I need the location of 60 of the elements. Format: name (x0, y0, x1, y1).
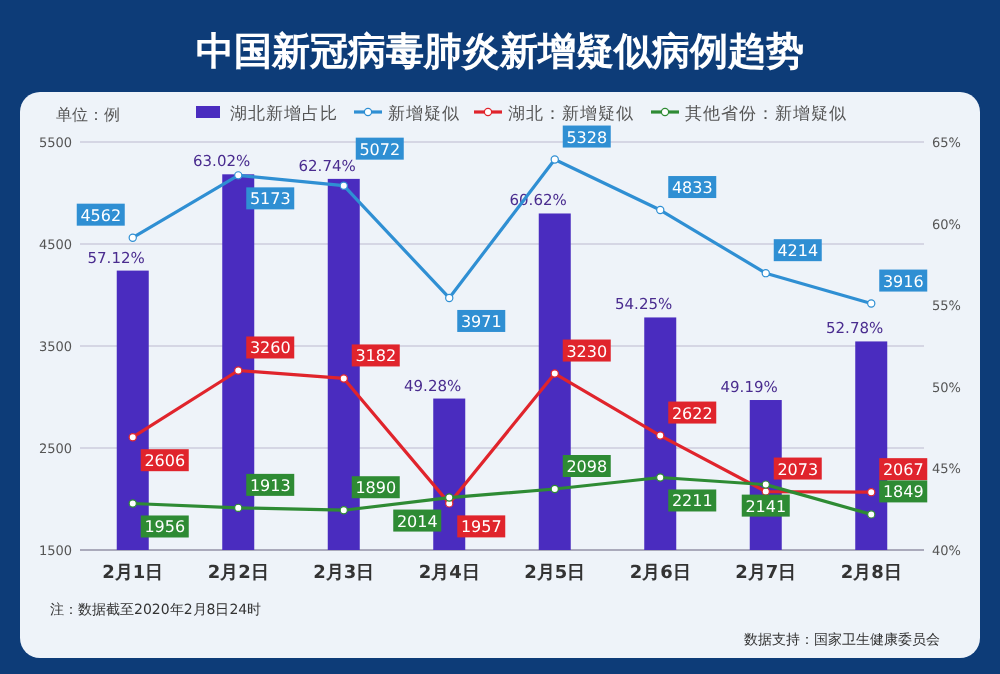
data-label: 2073 (777, 460, 819, 479)
legend-label: 湖北新增占比 (230, 103, 338, 125)
point (550, 484, 559, 494)
point (339, 181, 348, 190)
x-tick-label: 2月2日 (207, 562, 269, 584)
point (656, 205, 665, 215)
x-tick-label: 2月5日 (524, 562, 586, 584)
data-label: 3971 (460, 312, 502, 331)
point (128, 432, 137, 442)
data-label: 3260 (249, 339, 291, 358)
x-tick-label: 2月1日 (102, 562, 164, 584)
data-label: 4562 (80, 206, 122, 225)
legend-label: 新增疑似 (388, 103, 460, 125)
data-label: 5072 (359, 140, 401, 159)
point (550, 155, 559, 164)
x-tick-label: 2月3日 (313, 562, 375, 584)
data-label: 1957 (460, 518, 502, 537)
point (234, 503, 243, 513)
point (128, 233, 137, 242)
data-label: 3916 (882, 272, 924, 291)
data-label: 4214 (777, 242, 819, 261)
point (867, 487, 876, 497)
data-label: 4833 (671, 179, 713, 198)
data-label: 3182 (355, 347, 397, 366)
point (234, 171, 243, 180)
data-label: 5173 (249, 190, 291, 209)
x-tick-label: 2月4日 (418, 562, 480, 584)
chart-title: 中国新冠病毒肺炎新增疑似病例趋势 (196, 30, 804, 74)
point (867, 299, 876, 308)
data-label: 3230 (566, 342, 608, 361)
x-tick-label: 2月6日 (629, 562, 691, 584)
data-label: 2606 (144, 452, 186, 471)
data-label: 2211 (671, 492, 713, 511)
x-tick-label: 2月8日 (840, 562, 902, 584)
data-label: 2067 (882, 461, 924, 480)
data-label: 1913 (249, 476, 291, 495)
point (234, 366, 243, 375)
legend-label: 湖北：新增疑似 (508, 103, 634, 125)
point (339, 374, 348, 383)
data-label: 1956 (144, 518, 186, 537)
point (445, 293, 454, 303)
data-label: 2622 (671, 404, 713, 423)
data-label: 2014 (396, 512, 438, 531)
data-label: 1890 (355, 479, 397, 498)
data-label: 2141 (745, 497, 787, 516)
point (656, 431, 665, 440)
point (867, 510, 876, 519)
legend-label: 其他省份：新增疑似 (685, 103, 847, 125)
y-axis-title: 单位：例 (56, 106, 120, 124)
data-label: 5328 (566, 128, 608, 147)
point (761, 480, 770, 489)
data-label: 1849 (882, 483, 924, 502)
point (550, 369, 559, 378)
x-tick-label: 2月7日 (735, 562, 797, 584)
data-label: 2098 (566, 458, 608, 476)
point (445, 493, 454, 502)
point (128, 499, 137, 508)
point (656, 473, 665, 482)
point (339, 506, 348, 515)
point (761, 268, 770, 278)
